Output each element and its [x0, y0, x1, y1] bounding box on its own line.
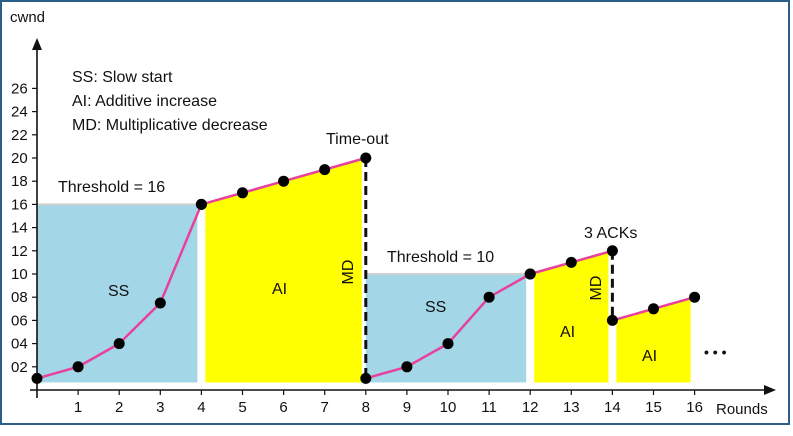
- data-point: [278, 175, 290, 187]
- data-point: [31, 372, 43, 384]
- region-label-ai-2: AI: [560, 324, 575, 341]
- y-tick-label: 10: [11, 266, 28, 283]
- data-point: [483, 291, 495, 303]
- threshold-16-label: Threshold = 16: [58, 179, 165, 196]
- region-ai-5: [616, 297, 691, 383]
- x-axis-arrow: [764, 385, 776, 395]
- y-tick-label: 02: [11, 359, 28, 376]
- y-tick-label: 26: [11, 80, 28, 97]
- data-point: [72, 361, 84, 373]
- region-ai-4: [534, 250, 609, 383]
- y-tick-label: 16: [11, 196, 28, 213]
- region-label-ss-1: SS: [108, 283, 129, 300]
- data-point: [565, 256, 577, 268]
- x-axis-label: Rounds: [716, 401, 768, 418]
- x-tick-label: 4: [197, 399, 205, 416]
- data-point: [237, 187, 248, 199]
- md-label-2: MD: [588, 276, 605, 301]
- continuation-dots: • • •: [704, 344, 727, 360]
- x-tick-label: 6: [279, 399, 287, 416]
- region-label-ss-2: SS: [425, 299, 446, 316]
- y-tick-label: 14: [11, 220, 28, 237]
- x-tick-label: 7: [321, 399, 329, 416]
- y-tick-label: 04: [11, 336, 28, 353]
- x-tick-label: 1: [74, 399, 82, 416]
- chart-border: [0, 0, 790, 425]
- timeout-label: Time-out: [326, 131, 389, 148]
- y-axis-label: cwnd: [10, 9, 45, 26]
- y-tick-label: 22: [11, 127, 28, 144]
- y-tick-label: 24: [11, 104, 28, 121]
- data-point: [319, 164, 331, 176]
- x-tick-label: 16: [686, 399, 703, 416]
- acks-label: 3 ACKs: [584, 225, 637, 242]
- region-ss-1: [37, 204, 198, 383]
- x-tick-label: 2: [115, 399, 123, 416]
- data-point: [360, 372, 372, 384]
- x-tick-label: 12: [522, 399, 539, 416]
- legend-ss: SS: Slow start: [72, 69, 173, 86]
- data-point: [401, 361, 413, 373]
- x-tick-label: 15: [645, 399, 662, 416]
- threshold-10-label: Threshold = 10: [387, 249, 494, 266]
- y-tick-label: 06: [11, 312, 28, 329]
- x-tick-label: 5: [238, 399, 246, 416]
- data-point: [154, 297, 166, 309]
- x-tick-label: 10: [440, 399, 457, 416]
- data-point: [606, 245, 618, 257]
- data-point: [113, 338, 125, 350]
- data-point: [360, 152, 372, 164]
- y-axis-arrow: [32, 38, 42, 50]
- region-label-ai-3: AI: [642, 348, 657, 365]
- x-tick-label: 9: [403, 399, 411, 416]
- legend-ai: AI: Additive increase: [72, 93, 217, 110]
- y-tick-label: 12: [11, 243, 28, 260]
- x-tick-label: 11: [481, 399, 497, 416]
- y-tick-label: 20: [11, 150, 28, 167]
- x-tick-label: 3: [156, 399, 164, 416]
- y-tick-label: 08: [11, 289, 28, 306]
- data-point: [689, 291, 701, 303]
- region-label-ai-1: AI: [272, 281, 287, 298]
- data-point: [442, 338, 454, 350]
- region-ai-2: [205, 158, 362, 383]
- x-tick-label: 13: [563, 399, 580, 416]
- legend-md: MD: Multiplicative decrease: [72, 117, 268, 134]
- data-point: [524, 268, 536, 280]
- md-label-1: MD: [340, 260, 357, 285]
- data-point: [195, 198, 207, 210]
- x-tick-label: 8: [362, 399, 370, 416]
- data-point: [648, 303, 659, 315]
- x-tick-label: 14: [604, 399, 621, 416]
- data-point: [606, 314, 618, 326]
- y-tick-label: 18: [11, 173, 28, 190]
